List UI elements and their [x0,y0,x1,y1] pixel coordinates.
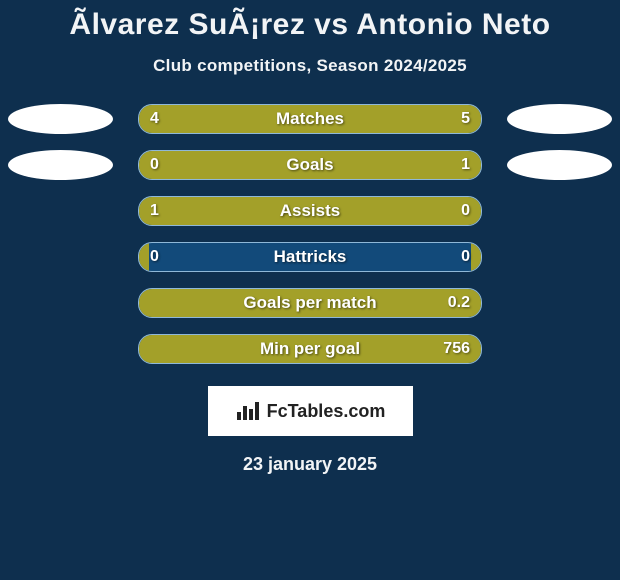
bars-chart-icon [235,400,261,422]
stat-row: 756Min per goal [0,334,620,364]
bar-fill-left [139,335,419,363]
bar-fill-right [419,197,481,225]
value-left: 1 [150,196,159,226]
value-left: 4 [150,104,159,134]
bar-track [138,196,482,226]
player-ellipse-left [8,150,113,180]
player-ellipse-right [507,104,612,134]
bar-track [138,104,482,134]
bar-track [138,150,482,180]
value-right: 0.2 [448,288,470,318]
value-right: 0 [461,196,470,226]
value-right: 756 [443,334,470,364]
value-left: 0 [150,150,159,180]
value-right: 1 [461,150,470,180]
bar-fill-left [139,151,201,179]
stats-container: 45Matches01Goals10Assists00Hattricks0.2G… [0,104,620,364]
player-ellipse-left [8,104,113,134]
stat-row: 01Goals [0,150,620,180]
bar-fill-left [139,105,291,133]
logo-text: FcTables.com [267,401,386,422]
bar-fill-right [471,243,481,271]
subtitle: Club competitions, Season 2024/2025 [0,56,620,76]
player-ellipse-right [507,150,612,180]
value-right: 5 [461,104,470,134]
page-title: Ãlvarez SuÃ¡rez vs Antonio Neto [0,0,620,42]
value-left: 0 [150,242,159,272]
bar-fill-left [139,197,419,225]
bar-fill-left [139,243,149,271]
bar-fill-right [201,151,481,179]
bar-fill-right [201,289,481,317]
stat-row: 0.2Goals per match [0,288,620,318]
value-right: 0 [461,242,470,272]
logo-box: FcTables.com [208,386,413,436]
stat-row: 10Assists [0,196,620,226]
bar-track [138,242,482,272]
bar-fill-left [139,289,201,317]
bar-track [138,334,482,364]
stat-row: 45Matches [0,104,620,134]
bar-track [138,288,482,318]
date-label: 23 january 2025 [0,454,620,475]
bar-fill-right [291,105,481,133]
stat-row: 00Hattricks [0,242,620,272]
